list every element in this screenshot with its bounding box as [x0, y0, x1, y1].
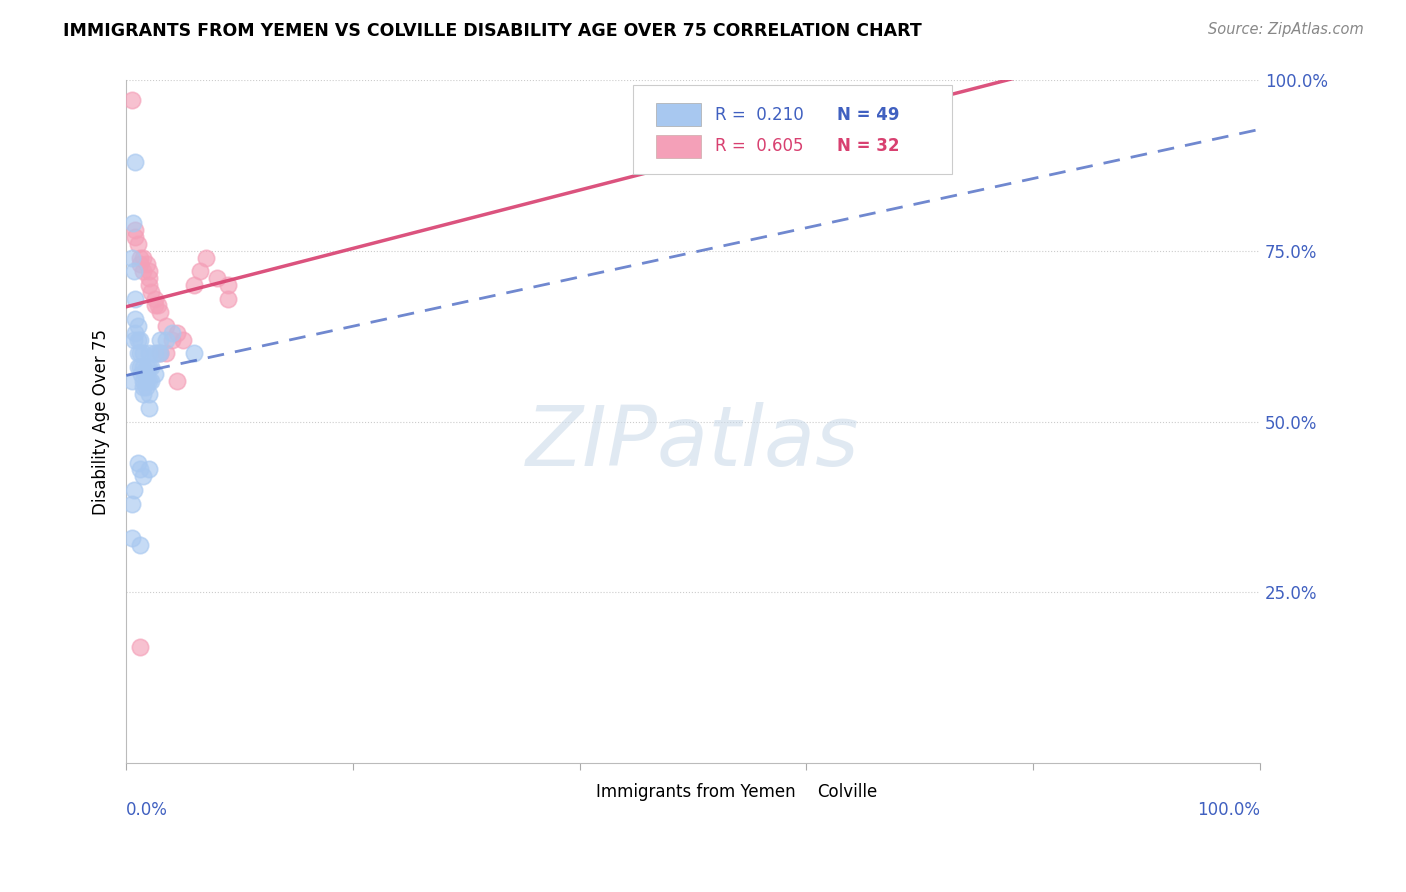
Point	[127, 318, 149, 333]
Point	[124, 223, 146, 237]
Point	[129, 333, 152, 347]
Point	[124, 230, 146, 244]
Point	[135, 257, 157, 271]
Point	[127, 359, 149, 374]
Point	[135, 359, 157, 374]
Point	[127, 346, 149, 360]
Point	[155, 333, 177, 347]
FancyBboxPatch shape	[633, 85, 952, 174]
Point	[129, 251, 152, 265]
Point	[124, 326, 146, 340]
Point	[138, 346, 160, 360]
Point	[129, 257, 152, 271]
Point	[141, 359, 163, 374]
Point	[124, 155, 146, 169]
Point	[166, 374, 188, 388]
Point	[135, 367, 157, 381]
Point	[132, 469, 155, 483]
Point	[160, 333, 183, 347]
Point	[127, 237, 149, 252]
Point	[160, 326, 183, 340]
Point	[143, 298, 166, 312]
Point	[146, 346, 169, 360]
Point	[138, 401, 160, 415]
Point	[138, 271, 160, 285]
Point	[129, 538, 152, 552]
Point	[132, 374, 155, 388]
Point	[127, 333, 149, 347]
Point	[129, 462, 152, 476]
Point	[121, 251, 143, 265]
Point	[129, 367, 152, 381]
Point	[132, 380, 155, 394]
Point	[194, 251, 217, 265]
Point	[155, 346, 177, 360]
Point	[138, 374, 160, 388]
Point	[149, 346, 172, 360]
Point	[146, 298, 169, 312]
Point	[121, 94, 143, 108]
Point	[217, 277, 239, 292]
Point	[143, 346, 166, 360]
Bar	[655, 103, 702, 127]
Point	[796, 107, 818, 121]
Bar	[655, 135, 702, 158]
Point	[172, 333, 194, 347]
Point	[149, 305, 172, 319]
Point	[205, 271, 228, 285]
Point	[143, 367, 166, 381]
Point	[122, 264, 145, 278]
Point	[121, 531, 143, 545]
Point	[132, 346, 155, 360]
Point	[183, 277, 205, 292]
Point	[217, 292, 239, 306]
Point	[121, 374, 143, 388]
Point	[141, 285, 163, 299]
Point	[121, 497, 143, 511]
Point	[138, 277, 160, 292]
Point	[122, 217, 145, 231]
Point	[143, 292, 166, 306]
Text: R =  0.605: R = 0.605	[714, 137, 803, 155]
Text: ZIPatlas: ZIPatlas	[526, 401, 860, 483]
Point	[127, 456, 149, 470]
Point	[188, 264, 211, 278]
Text: 100.0%: 100.0%	[1197, 801, 1260, 819]
Point	[149, 333, 172, 347]
Y-axis label: Disability Age Over 75: Disability Age Over 75	[93, 328, 110, 515]
Point	[132, 359, 155, 374]
Point	[141, 374, 163, 388]
Text: Colville: Colville	[817, 783, 877, 801]
Point	[124, 312, 146, 326]
Point	[122, 483, 145, 497]
Point	[135, 380, 157, 394]
Text: 0.0%: 0.0%	[127, 801, 169, 819]
Text: N = 49: N = 49	[837, 106, 900, 124]
Point	[138, 264, 160, 278]
Text: N = 32: N = 32	[837, 137, 900, 155]
Text: Source: ZipAtlas.com: Source: ZipAtlas.com	[1208, 22, 1364, 37]
Point	[129, 359, 152, 374]
Point	[132, 387, 155, 401]
Point	[135, 374, 157, 388]
Point	[132, 251, 155, 265]
Text: R =  0.210: R = 0.210	[714, 106, 803, 124]
Point	[132, 264, 155, 278]
Point	[122, 333, 145, 347]
Point	[155, 318, 177, 333]
Text: Immigrants from Yemen: Immigrants from Yemen	[596, 783, 796, 801]
Point	[138, 359, 160, 374]
Point	[138, 387, 160, 401]
Point	[149, 346, 172, 360]
Bar	[557, 781, 582, 801]
Bar	[778, 781, 803, 801]
Point	[183, 346, 205, 360]
Point	[138, 462, 160, 476]
Point	[129, 346, 152, 360]
Point	[129, 640, 152, 654]
Point	[124, 292, 146, 306]
Text: IMMIGRANTS FROM YEMEN VS COLVILLE DISABILITY AGE OVER 75 CORRELATION CHART: IMMIGRANTS FROM YEMEN VS COLVILLE DISABI…	[63, 22, 922, 40]
Point	[166, 326, 188, 340]
